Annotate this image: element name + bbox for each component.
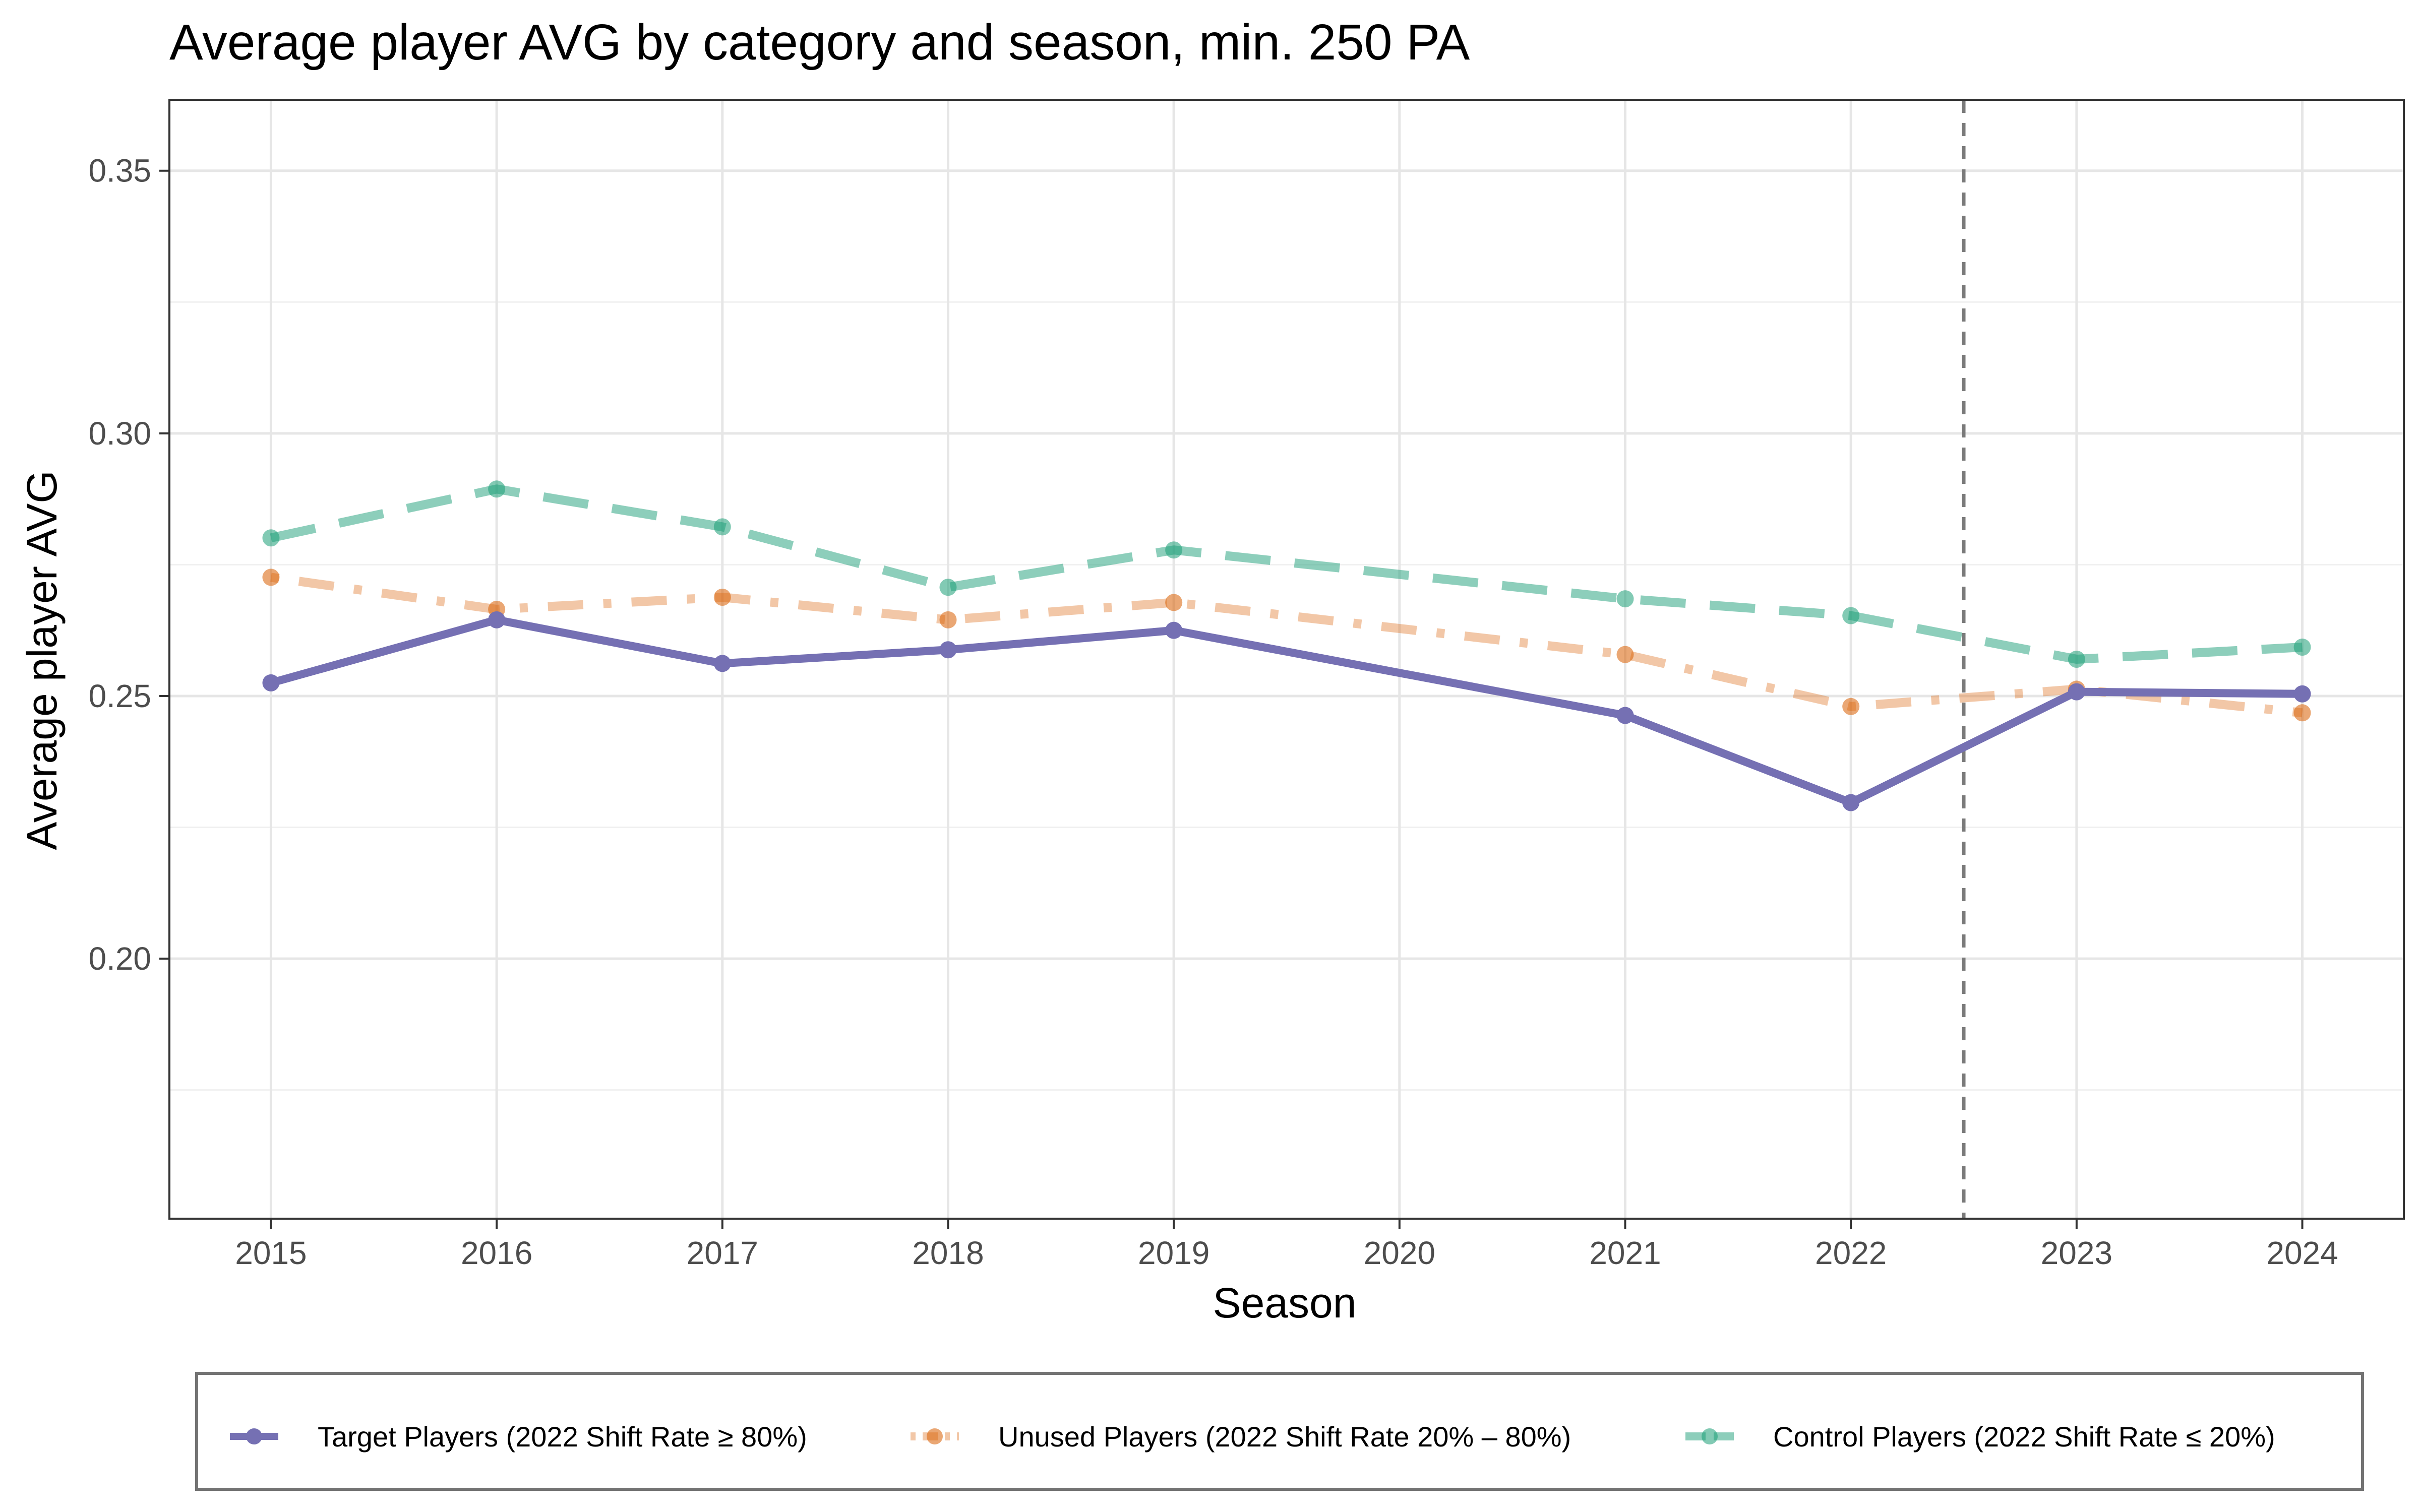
data-point — [1616, 707, 1634, 724]
data-point — [1165, 541, 1183, 559]
y-axis-title: Average player AVG — [18, 470, 66, 850]
x-tick-label: 2024 — [2266, 1235, 2338, 1271]
legend: Target Players (2022 Shift Rate ≥ 80%) Un… — [195, 1372, 2364, 1491]
legend-box — [195, 1372, 2364, 1491]
legend-item-2: Unused Players (2022 Shift Rate 20% – 80… — [911, 1421, 1571, 1453]
data-point — [2293, 639, 2311, 656]
legend-key-point — [927, 1428, 943, 1444]
data-point — [262, 674, 280, 691]
legend-label: Target Players (2022 Shift Rate ≥ 80%) — [318, 1421, 807, 1453]
legend-item-3: Control Players (2022 Shift Rate ≤ 20%) — [1685, 1421, 2275, 1453]
data-point — [939, 641, 957, 659]
x-tick-label: 2022 — [1815, 1235, 1887, 1271]
data-point — [1842, 607, 1860, 624]
data-point — [2293, 685, 2311, 703]
x-tick-label: 2020 — [1364, 1235, 1435, 1271]
y-tick-label: 0.35 — [88, 153, 151, 189]
data-point — [1165, 621, 1183, 639]
x-tick-label: 2015 — [235, 1235, 307, 1271]
data-point — [713, 518, 731, 536]
x-tick-label: 2016 — [461, 1235, 532, 1271]
data-point — [262, 529, 280, 547]
data-point — [713, 655, 731, 672]
legend-key-point — [1702, 1428, 1718, 1444]
data-point — [2068, 683, 2085, 701]
data-point — [1165, 594, 1183, 611]
x-axis-title: Season — [1213, 1279, 1357, 1327]
legend-key-point — [246, 1428, 262, 1444]
y-tick-label: 0.20 — [88, 940, 151, 977]
legend-label: Control Players (2022 Shift Rate ≤ 20%) — [1773, 1421, 2275, 1453]
data-point — [488, 611, 506, 628]
series-3 — [262, 480, 2311, 668]
x-tick-label: 2021 — [1589, 1235, 1661, 1271]
chart-title: Average player AVG by category and seaso… — [169, 14, 1470, 71]
data-point — [1842, 698, 1860, 715]
legend-item-1: Target Players (2022 Shift Rate ≥ 80%) — [230, 1421, 807, 1453]
data-point — [939, 611, 957, 628]
axis-layer: 2015 2016 2017 2018 2019 2020 2021 2022 2023 2024… — [88, 153, 2338, 1271]
data-point — [1616, 646, 1634, 663]
legend-label: Unused Players (2022 Shift Rate 20% – 80… — [998, 1421, 1571, 1453]
x-tick-label: 2018 — [912, 1235, 984, 1271]
grid-layer — [169, 100, 2404, 1219]
legend-items: Target Players (2022 Shift Rate ≥ 80%) Un… — [230, 1421, 2275, 1453]
x-tick-label: 2023 — [2041, 1235, 2112, 1271]
data-point — [262, 569, 280, 586]
series-layer — [262, 480, 2311, 811]
data-point — [1842, 794, 1860, 811]
plot-border — [168, 99, 2405, 1220]
y-tick-label: 0.25 — [88, 678, 151, 714]
data-point — [1616, 590, 1634, 608]
plot-background — [169, 100, 2404, 1219]
data-point — [2068, 651, 2085, 668]
series-line — [270, 573, 2303, 718]
y-tick-label: 0.30 — [88, 415, 151, 452]
data-point — [713, 589, 731, 606]
series-2 — [262, 569, 2311, 722]
x-tick-label: 2019 — [1138, 1235, 1209, 1271]
data-point — [488, 480, 506, 498]
data-point — [939, 579, 957, 596]
x-tick-label: 2017 — [687, 1235, 758, 1271]
data-point — [2293, 704, 2311, 722]
series-1 — [262, 611, 2311, 811]
